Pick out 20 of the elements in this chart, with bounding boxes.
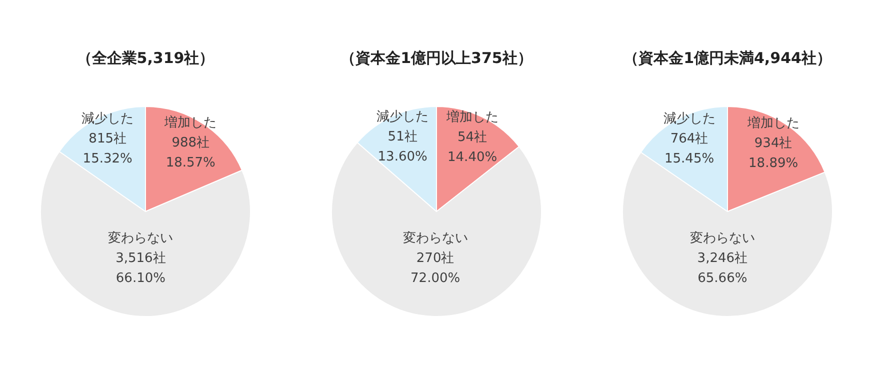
slice-label: 増加した bbox=[164, 114, 217, 131]
chart-title: （資本金1億円以上375社） bbox=[340, 48, 532, 67]
data-label: 934社 18.89% bbox=[748, 136, 798, 171]
slice-label: 減少した bbox=[663, 111, 716, 126]
data-label: 3,516社 66.10% bbox=[116, 250, 166, 286]
data-label: 51社 13.60% bbox=[378, 129, 428, 164]
slice-label: 変わらない bbox=[402, 230, 468, 246]
chart-title: （資本金1億円未満4,944社） bbox=[624, 48, 832, 67]
data-label: 270社 72.00% bbox=[410, 251, 460, 286]
slice-label: 変わらない bbox=[690, 230, 755, 246]
data-label: 815社 15.32% bbox=[82, 131, 132, 166]
data-label: 988社 18.57% bbox=[166, 136, 216, 171]
slice-label: 増加した bbox=[746, 114, 800, 131]
slice-label: 減少した bbox=[82, 111, 134, 126]
data-label: 764社 15.45% bbox=[664, 131, 714, 166]
chart-title: （全企業5,319社） bbox=[76, 48, 214, 67]
data-label: 54社 14.40% bbox=[448, 130, 498, 166]
data-label: 3,246社 65.66% bbox=[697, 250, 748, 286]
slice-label: 変わらない bbox=[108, 230, 174, 246]
slice-label: 減少した bbox=[376, 109, 429, 124]
